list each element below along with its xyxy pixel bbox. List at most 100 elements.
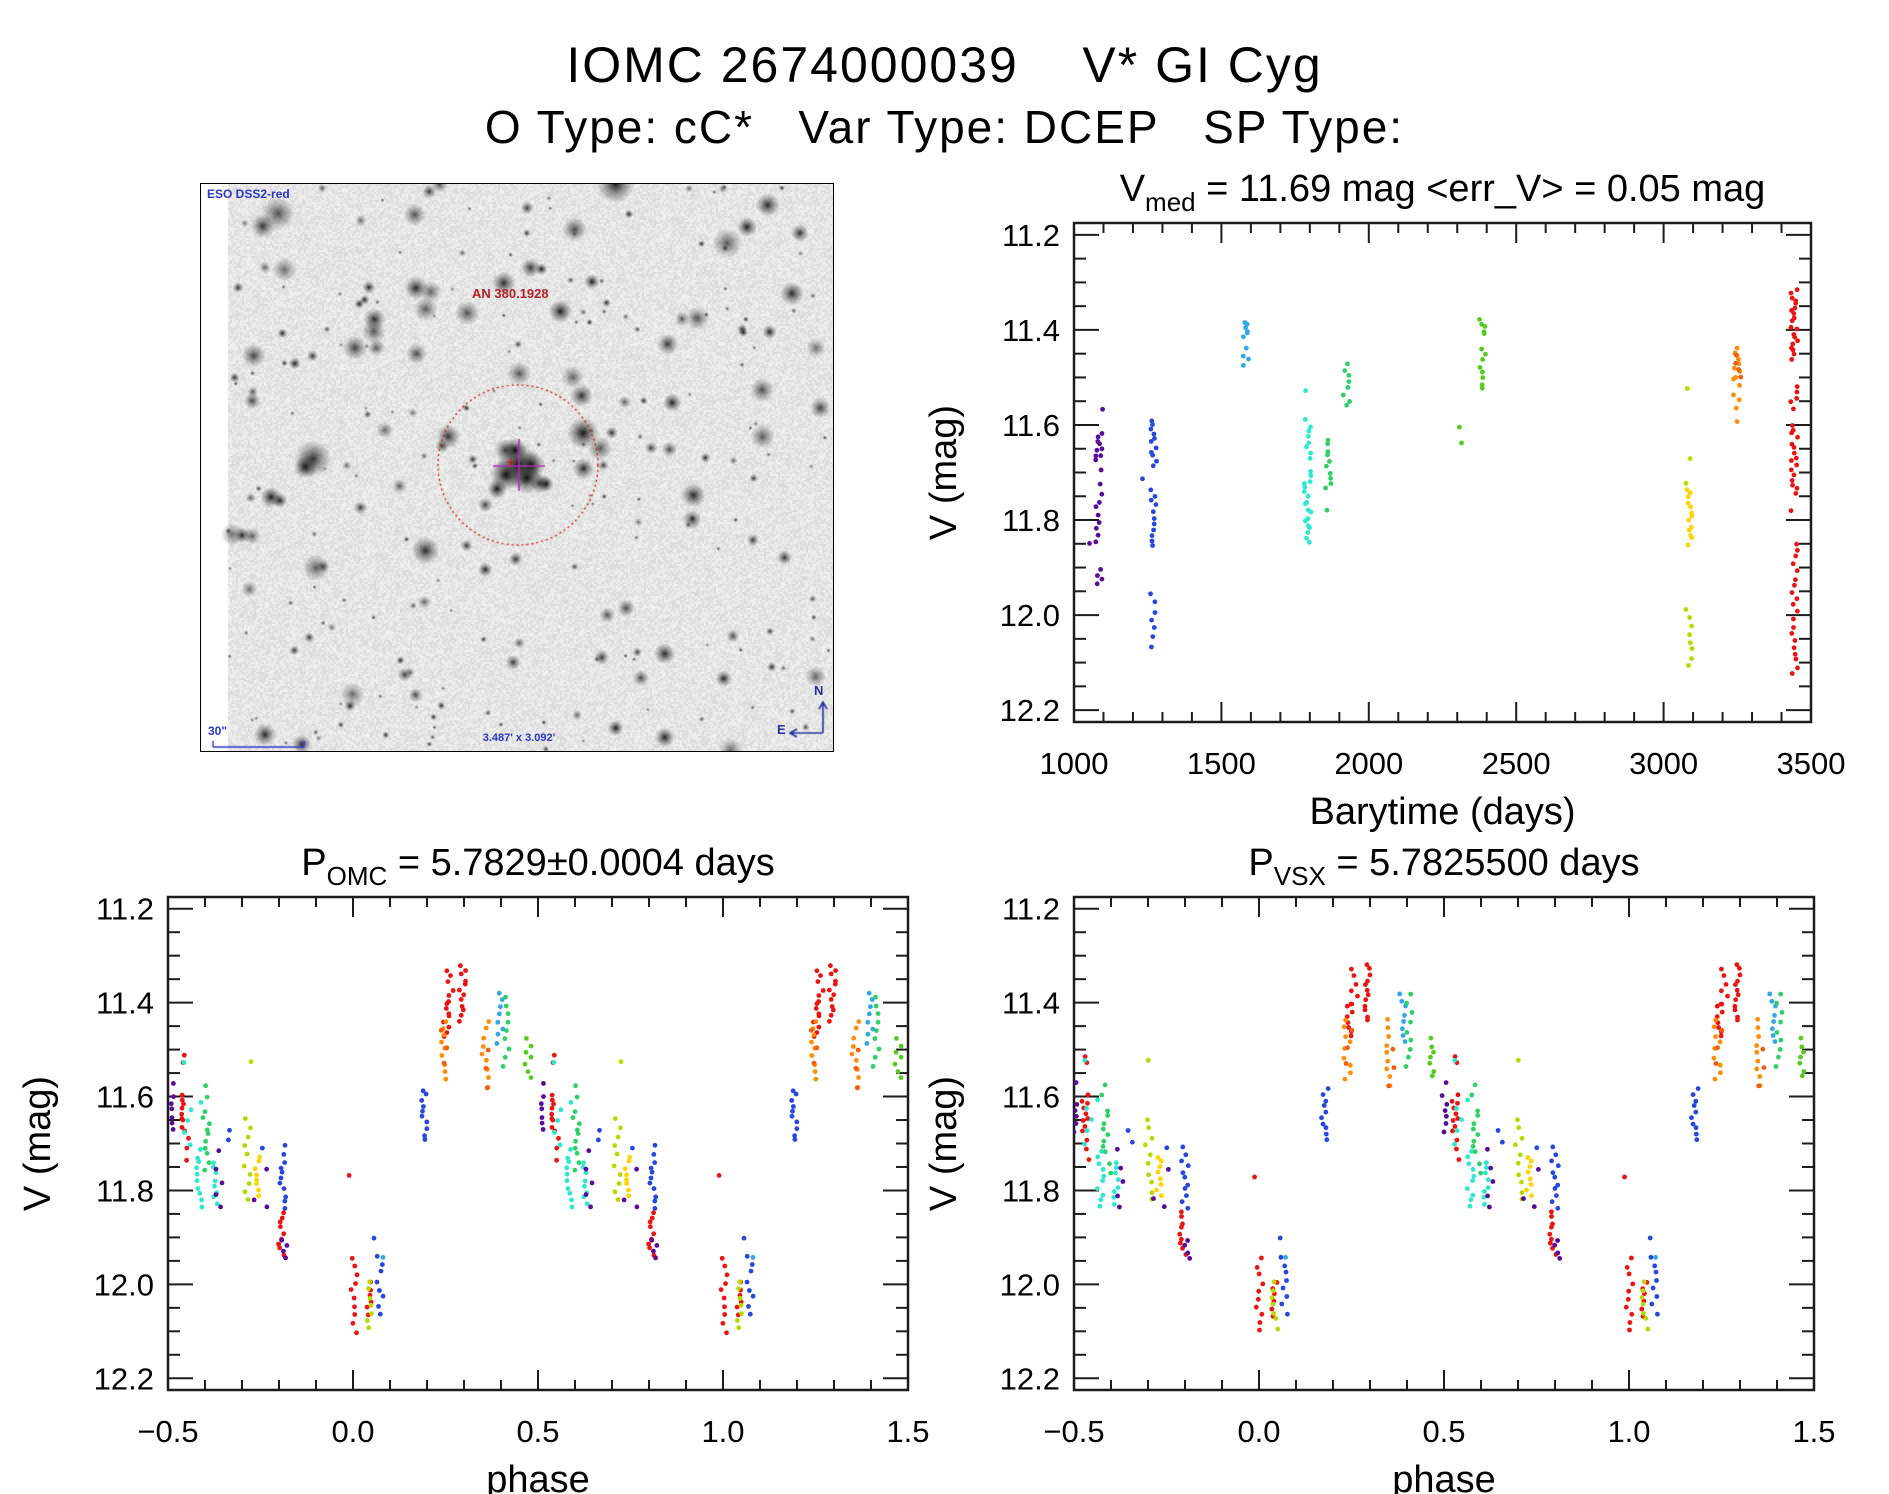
data-point xyxy=(200,1115,206,1120)
scatter-cluster xyxy=(1283,1254,1658,1260)
data-point xyxy=(1363,997,1369,1003)
data-point xyxy=(283,1255,288,1261)
data-point xyxy=(1690,1092,1696,1097)
data-point xyxy=(1179,1214,1184,1219)
data-point xyxy=(1107,1161,1112,1167)
data-point xyxy=(552,1130,557,1135)
data-point xyxy=(720,1320,726,1326)
data-point xyxy=(1307,456,1313,461)
data-point xyxy=(1515,1057,1521,1063)
scatter-cluster xyxy=(1684,386,1690,391)
data-point xyxy=(816,1024,822,1030)
data-point xyxy=(1355,993,1360,999)
data-point xyxy=(1761,1065,1767,1070)
data-point xyxy=(1149,617,1154,623)
data-point xyxy=(1624,1265,1630,1270)
data-point xyxy=(1093,453,1099,459)
data-point xyxy=(366,1286,371,1291)
data-point xyxy=(1797,1060,1803,1066)
data-point xyxy=(1778,991,1784,997)
data-point xyxy=(869,997,875,1002)
data-point xyxy=(1385,1058,1391,1064)
data-point xyxy=(615,1197,621,1202)
data-point xyxy=(1098,1197,1104,1203)
data-point xyxy=(1404,1030,1410,1035)
data-point xyxy=(1182,1242,1188,1248)
scatter-cluster xyxy=(194,1147,575,1210)
data-point xyxy=(486,1019,492,1024)
x-tick-label: 1.0 xyxy=(1607,1414,1650,1449)
data-point xyxy=(555,1118,560,1123)
data-point xyxy=(792,1137,798,1142)
data-point xyxy=(1341,1024,1347,1030)
data-point xyxy=(1105,1108,1110,1114)
data-point xyxy=(1400,1026,1405,1032)
data-point xyxy=(1145,1117,1150,1123)
scatter-cluster xyxy=(1148,418,1159,469)
chart-phase_omc: −0.5 0.0 0.5 1.0 1.5 11.2 11.4 11.6 11.8 12.0 12.2… xyxy=(17,842,930,1494)
data-point xyxy=(1534,1145,1540,1151)
data-point xyxy=(744,1253,750,1259)
data-point xyxy=(480,1044,486,1049)
data-point xyxy=(873,994,878,1000)
scatter-cluster xyxy=(1093,431,1105,463)
data-point xyxy=(525,1069,531,1074)
data-point xyxy=(893,1049,899,1055)
scatter-cluster xyxy=(1477,317,1488,336)
data-point xyxy=(1243,325,1248,331)
data-point xyxy=(1099,1092,1105,1098)
data-point xyxy=(1733,982,1738,987)
data-point xyxy=(554,1157,559,1163)
data-point xyxy=(1185,1250,1191,1256)
data-point xyxy=(617,1172,623,1177)
data-point xyxy=(872,1036,878,1042)
data-point xyxy=(541,1094,546,1099)
data-point xyxy=(1364,962,1370,968)
data-point xyxy=(1466,1161,1472,1167)
data-point xyxy=(422,1133,427,1139)
data-point xyxy=(1713,1034,1718,1039)
data-point xyxy=(1349,1009,1355,1015)
data-point xyxy=(574,1094,580,1100)
data-point xyxy=(1794,568,1800,574)
data-point xyxy=(586,1148,592,1154)
data-point xyxy=(1278,1254,1284,1260)
data-point xyxy=(1555,1238,1560,1243)
data-point xyxy=(1652,1263,1658,1269)
data-point xyxy=(1259,1255,1264,1261)
data-point xyxy=(168,1101,174,1107)
data-point xyxy=(1788,467,1794,473)
data-point xyxy=(1082,1054,1088,1059)
data-point xyxy=(420,1088,426,1094)
data-point xyxy=(1112,1189,1117,1194)
data-point xyxy=(281,1248,286,1254)
data-point xyxy=(1790,347,1796,353)
data-point xyxy=(651,1152,657,1157)
scatter-cluster xyxy=(1097,481,1105,497)
data-point xyxy=(1481,331,1487,336)
data-point xyxy=(576,1160,582,1166)
data-point xyxy=(1549,1209,1554,1215)
data-point xyxy=(377,1288,382,1293)
data-point xyxy=(895,1069,901,1074)
data-point xyxy=(1792,651,1798,657)
scatter-cluster xyxy=(479,1019,862,1090)
data-point xyxy=(496,990,502,996)
data-point xyxy=(1095,532,1101,538)
scatter-cluster xyxy=(1095,1097,1470,1103)
data-point xyxy=(1754,1043,1760,1048)
data-point xyxy=(1475,1108,1480,1114)
data-point xyxy=(495,1031,501,1037)
data-point xyxy=(1240,353,1246,359)
data-point xyxy=(1429,1073,1435,1079)
data-point xyxy=(1795,608,1800,614)
data-point xyxy=(549,1125,555,1130)
data-point xyxy=(1475,1132,1481,1137)
data-point xyxy=(1345,385,1351,390)
data-point xyxy=(551,1060,557,1065)
data-point xyxy=(227,1127,232,1133)
data-point xyxy=(1159,1193,1164,1199)
data-point xyxy=(213,1192,219,1197)
data-point xyxy=(1095,1186,1100,1191)
data-point xyxy=(549,1097,555,1103)
